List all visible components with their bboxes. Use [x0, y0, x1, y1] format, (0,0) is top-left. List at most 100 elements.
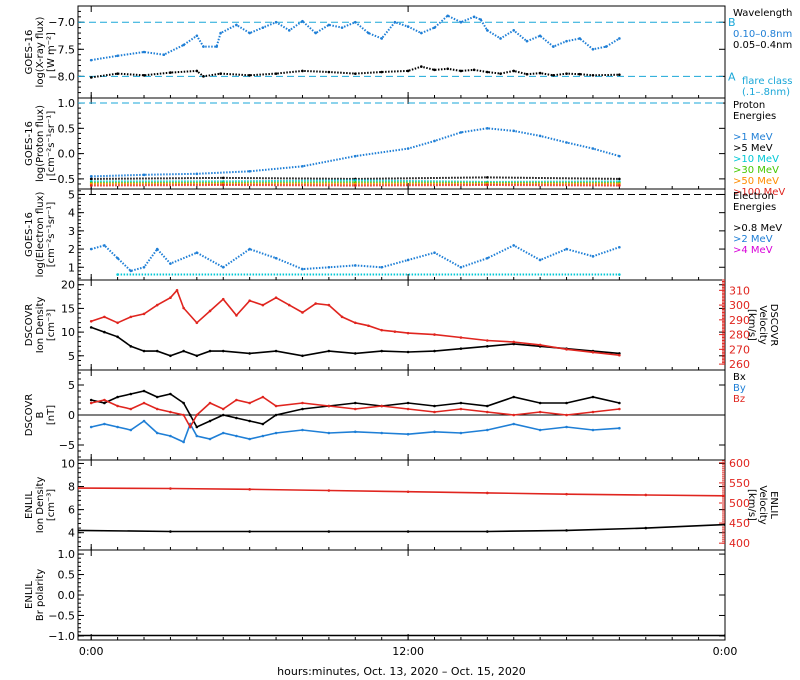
y-axis-label: ENLILBr polarity	[24, 569, 46, 621]
right-y-tick-label: 270	[729, 343, 750, 356]
data-point	[261, 26, 265, 29]
data-point	[552, 45, 555, 48]
data-point	[208, 419, 212, 423]
data-point	[538, 428, 542, 432]
data-point	[565, 141, 568, 144]
data-point	[618, 177, 621, 181]
data-point	[618, 353, 621, 357]
data-point	[182, 349, 185, 353]
right-y-tick-label: 300	[729, 299, 750, 312]
data-point	[261, 395, 265, 399]
data-point	[591, 255, 595, 258]
data-point	[219, 31, 222, 35]
data-point	[182, 440, 185, 444]
right-y-axis-label-line: DSCOVR	[768, 304, 779, 347]
legend-entry: >4 MeV	[733, 245, 773, 256]
legend-entry: >50 MeV	[733, 176, 779, 187]
y-tick-label: 3	[68, 225, 75, 238]
data-point	[327, 23, 331, 27]
data-point	[433, 139, 436, 143]
y-axis-label-line: log(X-ray flux)	[35, 16, 46, 87]
legend-entry: >1 MeV	[733, 132, 773, 143]
data-point	[538, 401, 542, 405]
right-y-axis-label-line: [km/s]	[746, 489, 757, 521]
data-point	[591, 428, 595, 432]
y-tick-label: −7.5	[48, 43, 75, 56]
data-point	[248, 401, 251, 405]
panel-frame	[77, 549, 726, 641]
data-point	[486, 428, 489, 432]
data-point	[538, 34, 542, 38]
data-point	[301, 164, 304, 168]
data-point	[221, 183, 225, 187]
y-tick-label: 0.0	[58, 589, 76, 602]
data-point	[433, 333, 436, 336]
data-point	[195, 354, 199, 358]
legend-entry: >30 MeV	[733, 165, 779, 176]
data-point	[327, 349, 331, 353]
series-xray-0	[91, 14, 620, 62]
data-point	[301, 428, 304, 432]
data-point	[182, 401, 185, 405]
data-point	[591, 147, 595, 150]
y-tick-label: −0.5	[48, 173, 75, 186]
data-point	[565, 348, 568, 351]
data-point	[89, 425, 93, 429]
data-point	[512, 129, 516, 133]
data-point	[472, 68, 476, 72]
data-point	[89, 247, 93, 251]
y-tick-label: 1	[68, 261, 75, 274]
data-point	[116, 72, 119, 75]
reference-line-label: B	[728, 16, 736, 29]
data-point	[103, 315, 106, 319]
data-point	[221, 265, 225, 269]
data-point	[512, 29, 516, 32]
data-point	[565, 72, 568, 75]
data-point	[538, 258, 542, 262]
data-point	[353, 72, 357, 75]
data-point	[380, 328, 383, 332]
y-tick-label: 1.0	[58, 97, 76, 110]
data-point	[618, 184, 621, 187]
data-point	[188, 425, 192, 429]
series-electron-0	[90, 244, 620, 273]
data-point	[142, 312, 146, 316]
data-point	[618, 273, 621, 276]
data-point	[142, 349, 146, 353]
y-axis-label: DSCOVRB[nT]	[24, 394, 57, 437]
data-point	[248, 31, 251, 35]
data-point	[644, 526, 648, 530]
data-point	[644, 493, 648, 497]
data-point	[340, 315, 344, 319]
data-point	[538, 71, 542, 75]
series-enlil_density-1	[78, 487, 725, 497]
data-point	[89, 177, 93, 181]
data-point	[89, 76, 93, 79]
y-tick-label: 0.5	[58, 122, 76, 135]
right-y-tick-label: 400	[729, 537, 750, 550]
data-point	[116, 335, 119, 339]
data-point	[723, 494, 725, 498]
data-point	[89, 184, 93, 187]
data-point	[89, 398, 93, 402]
data-point	[499, 37, 502, 40]
data-point	[420, 31, 423, 35]
data-point	[433, 404, 436, 408]
data-point	[274, 296, 278, 300]
data-point	[195, 425, 199, 429]
panel-frame	[77, 5, 726, 99]
data-point	[169, 434, 172, 438]
data-point	[512, 342, 516, 346]
x-tick-label: 0:00	[713, 645, 738, 658]
data-point	[486, 127, 489, 130]
y-axis-label: GOES-16log(X-ray flux)[W m⁻²]	[24, 16, 57, 87]
data-point	[406, 407, 410, 411]
right-y-axis-label-line: Velocity	[757, 485, 768, 524]
data-point	[486, 70, 489, 74]
data-point	[219, 72, 222, 75]
data-point	[327, 303, 331, 307]
legend-note: flare class	[742, 76, 792, 87]
data-point	[327, 70, 331, 74]
data-point	[314, 31, 317, 35]
